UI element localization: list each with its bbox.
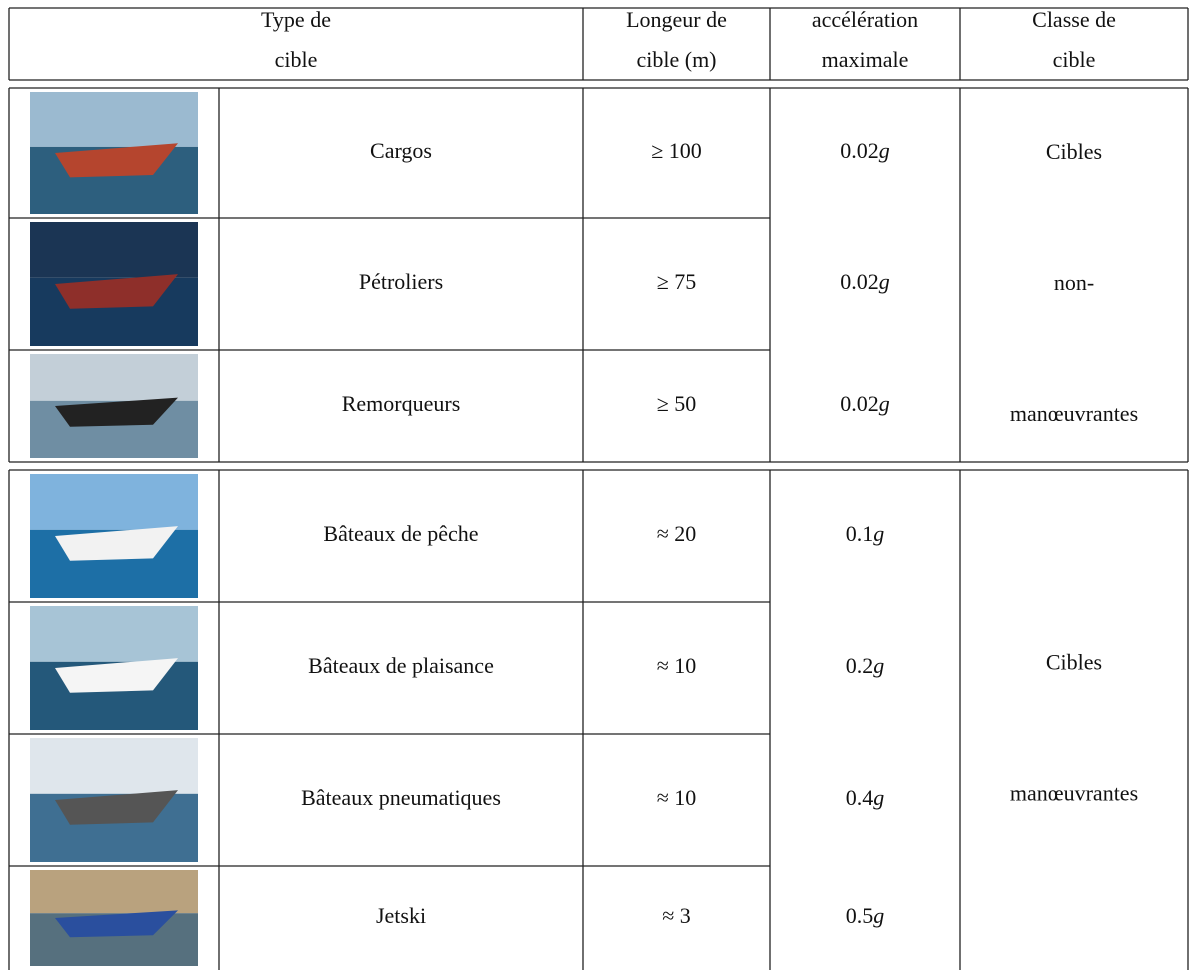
acceleration-unit: g	[873, 903, 884, 928]
acceleration-number: 0.5	[846, 903, 874, 928]
photo-boat	[55, 274, 178, 309]
ship-type: Bâteaux pneumatiques	[301, 785, 501, 810]
target-class: non-	[1054, 270, 1094, 295]
target-class: Cibles	[1046, 650, 1102, 675]
ship-length: ≈ 10	[657, 653, 697, 678]
acceleration-unit: g	[879, 269, 890, 294]
header-text: cible (m)	[636, 47, 716, 72]
photo-boat	[55, 910, 178, 938]
ship-acceleration: 0.1g	[846, 521, 885, 546]
ship-type: Jetski	[376, 903, 426, 928]
header-text: Classe de	[1032, 7, 1116, 32]
ship-length: ≈ 3	[662, 903, 691, 928]
ship-acceleration: 0.02g	[840, 269, 890, 294]
target-class: manœuvrantes	[1010, 781, 1138, 806]
acceleration-number: 0.1	[846, 521, 874, 546]
ship-acceleration: 0.2g	[846, 653, 885, 678]
ship-acceleration: 0.5g	[846, 903, 885, 928]
ship-length: ≥ 75	[657, 269, 697, 294]
target-class: manœuvrantes	[1010, 401, 1138, 426]
photo-sky	[30, 870, 198, 914]
header-text: Type de	[261, 7, 331, 32]
header-text: Longeur de	[626, 7, 727, 32]
header-text: accélération	[812, 7, 918, 32]
acceleration-number: 0.02	[840, 391, 879, 416]
ship-type: Cargos	[370, 138, 432, 163]
acceleration-number: 0.02	[840, 138, 879, 163]
ship-acceleration: 0.02g	[840, 391, 890, 416]
acceleration-unit: g	[873, 785, 884, 810]
photo-sky	[30, 738, 198, 794]
ship-type: Bâteaux de plaisance	[308, 653, 494, 678]
ship-type: Pétroliers	[359, 269, 443, 294]
acceleration-unit: g	[879, 138, 890, 163]
header-text: cible	[1053, 47, 1096, 72]
photo-sky	[30, 354, 198, 401]
ship-length: ≥ 100	[651, 138, 702, 163]
acceleration-unit: g	[873, 653, 884, 678]
photo-sky	[30, 92, 198, 147]
photo-sky	[30, 222, 198, 278]
photo-boat	[55, 143, 178, 178]
target-class: Cibles	[1046, 139, 1102, 164]
ship-type: Bâteaux de pêche	[323, 521, 478, 546]
photo-sky	[30, 474, 198, 530]
ship-length: ≈ 20	[657, 521, 697, 546]
acceleration-number: 0.2	[846, 653, 874, 678]
photo-sky	[30, 606, 198, 662]
photo-boat	[55, 526, 178, 561]
ship-length: ≈ 10	[657, 785, 697, 810]
ship-length: ≥ 50	[657, 391, 697, 416]
photo-boat	[55, 790, 178, 825]
acceleration-unit: g	[879, 391, 890, 416]
acceleration-number: 0.02	[840, 269, 879, 294]
acceleration-number: 0.4	[846, 785, 874, 810]
photo-boat	[55, 397, 178, 427]
ship-acceleration: 0.4g	[846, 785, 885, 810]
acceleration-unit: g	[873, 521, 884, 546]
header-text: cible	[275, 47, 318, 72]
ship-acceleration: 0.02g	[840, 138, 890, 163]
ship-type: Remorqueurs	[342, 391, 461, 416]
photo-boat	[55, 658, 178, 693]
header-text: maximale	[822, 47, 909, 72]
